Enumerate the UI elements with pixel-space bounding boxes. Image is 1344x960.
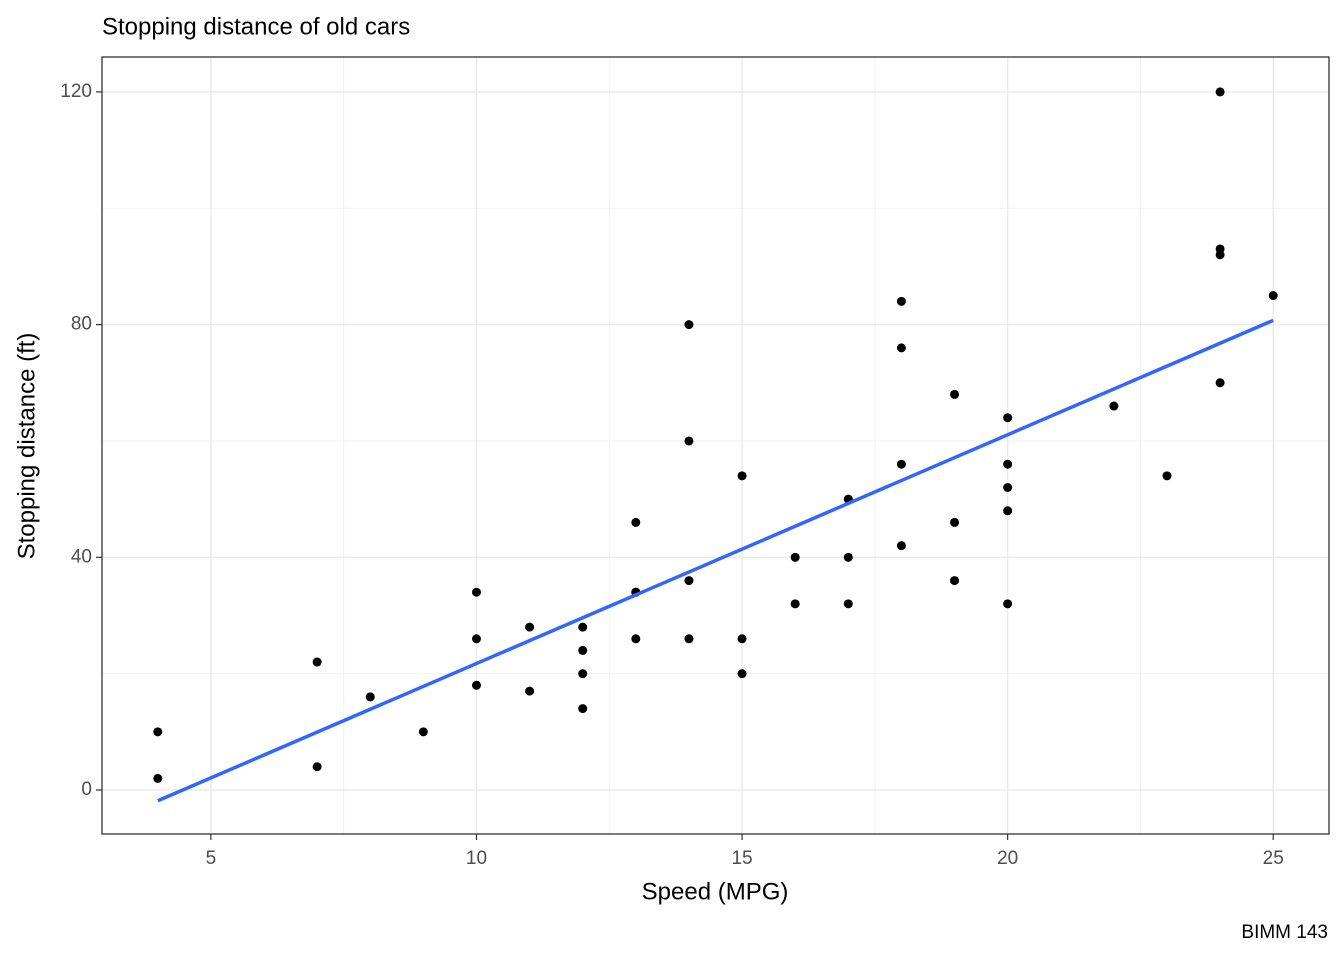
point xyxy=(896,343,906,353)
point xyxy=(950,517,960,527)
x-tick-label: 25 xyxy=(1263,848,1284,869)
point xyxy=(525,686,535,696)
chart-title: Stopping distance of old cars xyxy=(102,13,410,40)
x-tick-label: 15 xyxy=(731,848,752,869)
point xyxy=(896,459,906,469)
point xyxy=(525,622,535,632)
point xyxy=(896,296,906,306)
point xyxy=(843,599,853,609)
point xyxy=(312,657,322,667)
point xyxy=(950,576,960,586)
point xyxy=(578,704,588,714)
point xyxy=(471,634,481,644)
point xyxy=(1215,378,1225,388)
point xyxy=(1003,483,1013,493)
point xyxy=(843,552,853,562)
point xyxy=(1003,506,1013,516)
point xyxy=(1003,599,1013,609)
point xyxy=(153,727,163,737)
x-axis-title: Speed (MPG) xyxy=(642,878,789,905)
point xyxy=(1215,87,1225,97)
point xyxy=(950,389,960,399)
point xyxy=(365,692,375,702)
point xyxy=(471,680,481,690)
point xyxy=(578,645,588,655)
point xyxy=(1109,401,1119,411)
point xyxy=(790,599,800,609)
point xyxy=(737,634,747,644)
point xyxy=(1003,413,1013,423)
point xyxy=(1003,459,1013,469)
y-tick-label: 0 xyxy=(81,779,92,800)
point xyxy=(153,773,163,783)
point xyxy=(684,436,694,446)
point xyxy=(684,634,694,644)
point xyxy=(631,634,641,644)
point xyxy=(578,622,588,632)
x-tick-label: 20 xyxy=(997,848,1018,869)
point xyxy=(1215,244,1225,254)
point xyxy=(790,552,800,562)
y-tick-label: 80 xyxy=(71,314,92,335)
x-tick-label: 10 xyxy=(466,848,487,869)
point xyxy=(737,669,747,679)
point xyxy=(896,541,906,551)
caption: BIMM 143 xyxy=(1241,922,1328,943)
panel-border xyxy=(101,56,1330,835)
point xyxy=(684,320,694,330)
x-tick-label: 5 xyxy=(206,848,217,869)
point xyxy=(471,587,481,597)
point xyxy=(312,762,322,772)
y-axis-title: Stopping distance (ft) xyxy=(13,333,40,560)
y-tick-label: 120 xyxy=(60,81,92,102)
point xyxy=(1268,291,1278,301)
point xyxy=(1162,471,1172,481)
point xyxy=(418,727,428,737)
point xyxy=(737,471,747,481)
point xyxy=(684,576,694,586)
point xyxy=(631,517,641,527)
y-tick-label: 40 xyxy=(71,546,92,567)
point xyxy=(578,669,588,679)
trend-line xyxy=(157,318,1274,803)
